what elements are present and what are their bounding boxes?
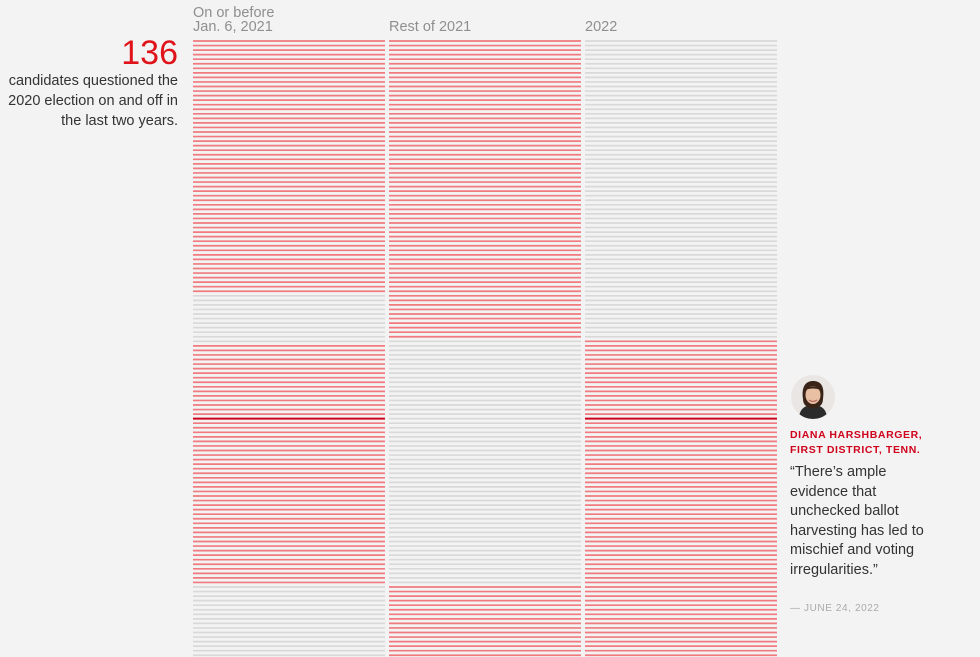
column-label-rest-2021: Rest of 2021 (389, 19, 472, 35)
quote-name-line1: DIANA HARSHBARGER, (790, 429, 923, 441)
column-label-jan6-line2: Jan. 6, 2021 (193, 19, 273, 35)
column-label-jan6-line1: On or before (193, 5, 275, 21)
column-label-2022: 2022 (585, 19, 618, 35)
quote-text: “There’s ample evidence that unchecked b… (790, 464, 924, 578)
candidate-avatar (791, 375, 835, 419)
candidate-count-description: candidates questioned the 2020 election … (8, 73, 178, 129)
quote-attribution-name: DIANA HARSHBARGER, FIRST DISTRICT, TENN. (790, 428, 960, 458)
candidate-count: 136 (121, 34, 178, 72)
candidate-portrait-icon (791, 375, 835, 419)
quote-name-line2: FIRST DISTRICT, TENN. (790, 444, 921, 456)
quote-date: — JUNE 24, 2022 (790, 603, 880, 614)
